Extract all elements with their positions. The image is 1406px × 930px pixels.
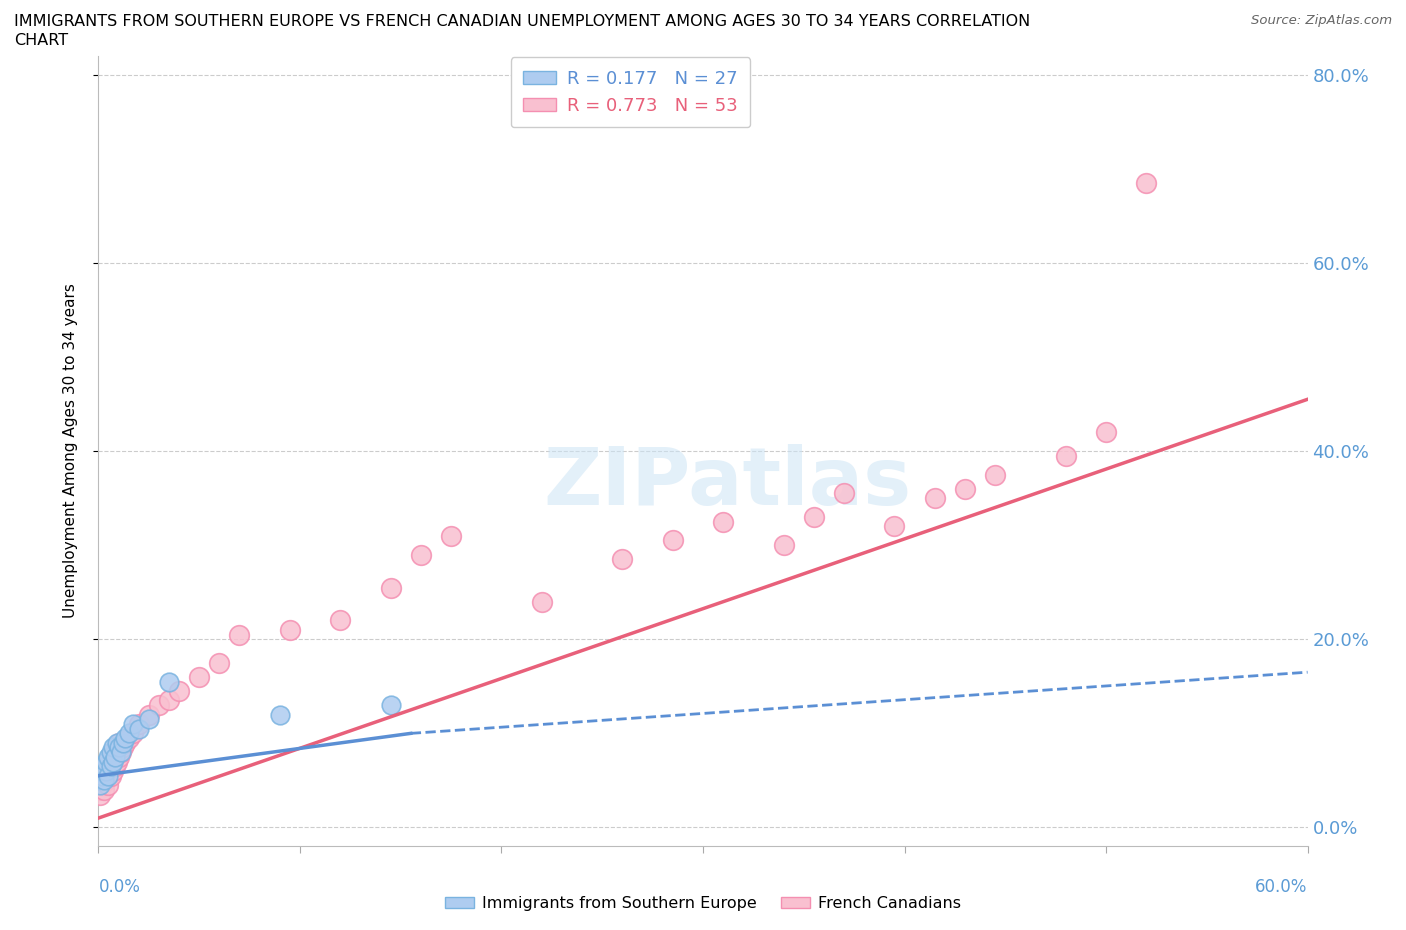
Point [101,750,124,764]
Point [107,750,129,764]
Text: 60.0%: 60.0% [1256,878,1308,896]
Point [100,768,122,783]
Point [100,754,122,769]
Point [883,519,905,534]
Point [157,693,180,708]
Point [107,740,129,755]
Point [93,773,115,788]
Point [138,707,160,722]
Point [103,750,125,764]
Point [89,787,111,802]
Point [87,782,110,797]
Point [97,750,120,764]
Point [121,726,143,741]
Point [111,740,134,755]
Legend: R = 0.177   N = 27, R = 0.773   N = 53: R = 0.177 N = 27, R = 0.773 N = 53 [510,57,751,127]
Point [278,622,301,637]
Point [228,627,250,642]
Point [97,768,120,783]
Point [101,764,124,778]
Point [93,782,115,797]
Point [803,510,825,525]
Point [128,716,150,731]
Point [1054,448,1077,463]
Point [105,740,128,755]
Text: CHART: CHART [14,33,67,47]
Point [711,514,734,529]
Point [1135,176,1157,191]
Y-axis label: Unemployment Among Ages 30 to 34 years: Unemployment Among Ages 30 to 34 years [63,284,77,618]
Point [101,740,124,755]
Point [91,777,114,792]
Point [103,759,125,774]
Point [91,773,114,788]
Legend: Immigrants from Southern Europe, French Canadians: Immigrants from Southern Europe, French … [439,890,967,917]
Point [157,674,180,689]
Point [93,759,115,774]
Point [984,467,1007,482]
Point [103,745,125,760]
Point [118,731,141,746]
Point [97,759,120,774]
Point [208,656,231,671]
Point [924,491,946,506]
Point [409,547,432,562]
Point [105,754,128,769]
Point [114,731,136,746]
Point [118,726,141,741]
Point [101,754,124,769]
Point [832,486,855,501]
Point [380,698,402,712]
Point [269,707,291,722]
Point [953,481,976,496]
Text: IMMIGRANTS FROM SOUTHERN EUROPE VS FRENCH CANADIAN UNEMPLOYMENT AMONG AGES 30 TO: IMMIGRANTS FROM SOUTHERN EUROPE VS FRENC… [14,14,1031,29]
Point [91,768,114,783]
Text: Source: ZipAtlas.com: Source: ZipAtlas.com [1251,14,1392,27]
Point [91,764,114,778]
Point [87,773,110,788]
Point [380,580,402,595]
Point [440,528,463,543]
Point [128,722,150,737]
Point [114,736,136,751]
Point [96,764,118,778]
Point [110,745,132,760]
Point [612,551,634,566]
Point [96,764,118,778]
Point [111,736,134,751]
Point [772,538,794,552]
Point [93,768,115,783]
Point [148,698,170,712]
Point [105,736,128,751]
Point [100,745,122,760]
Point [167,684,190,698]
Point [138,711,160,726]
Point [110,745,132,760]
Point [1095,425,1118,440]
Point [96,773,118,788]
Text: 0.0%: 0.0% [98,878,141,896]
Point [121,716,143,731]
Point [89,777,111,792]
Point [329,613,352,628]
Point [100,759,122,774]
Point [96,754,118,769]
Point [97,777,120,792]
Point [188,670,211,684]
Point [107,736,129,751]
Point [530,594,553,609]
Text: ZIPatlas: ZIPatlas [543,444,911,522]
Point [661,533,683,548]
